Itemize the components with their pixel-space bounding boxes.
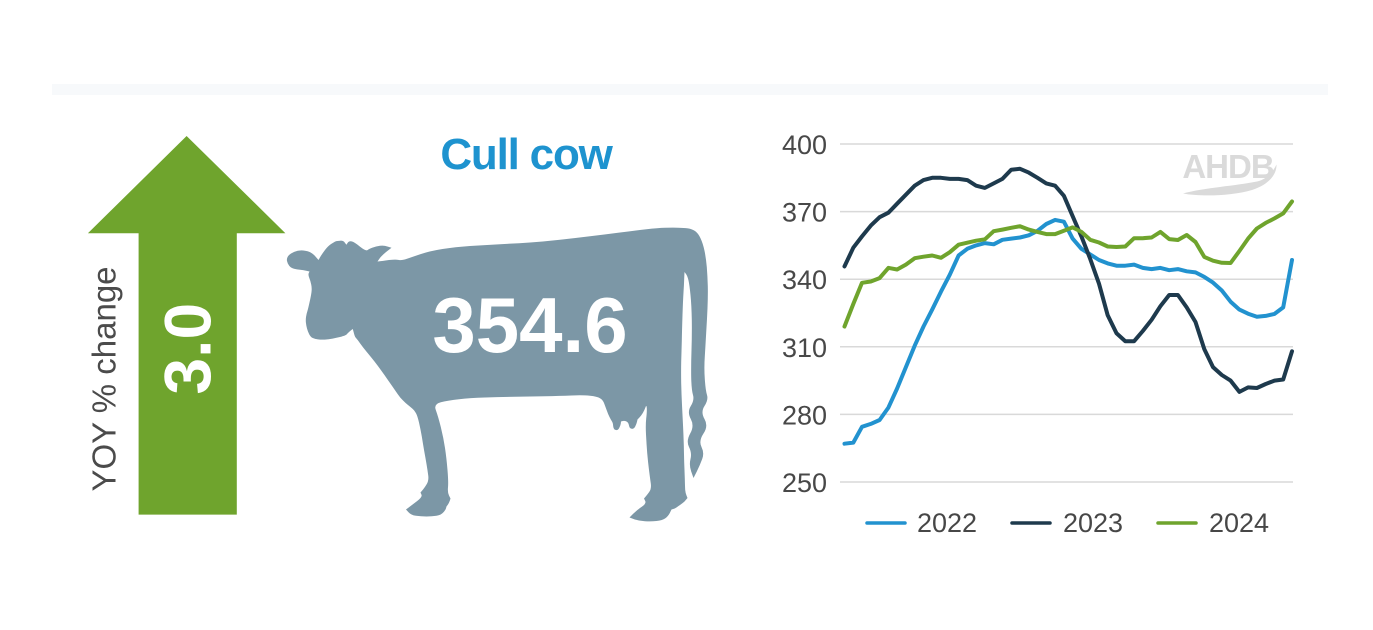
svg-text:2023: 2023: [1063, 508, 1123, 538]
svg-text:2022: 2022: [917, 508, 977, 538]
svg-text:Cull cow: Cull cow: [440, 130, 613, 179]
svg-text:250: 250: [782, 468, 827, 498]
svg-text:280: 280: [782, 400, 827, 430]
svg-text:310: 310: [782, 333, 827, 363]
svg-text:AHDB: AHDB: [1182, 148, 1273, 185]
svg-text:354.6: 354.6: [432, 281, 627, 369]
svg-text:340: 340: [782, 265, 827, 295]
svg-text:400: 400: [782, 130, 827, 160]
svg-text:3.0: 3.0: [151, 303, 225, 395]
svg-text:YOY % change: YOY % change: [86, 266, 123, 491]
svg-text:370: 370: [782, 198, 827, 228]
svg-text:2024: 2024: [1209, 508, 1269, 538]
